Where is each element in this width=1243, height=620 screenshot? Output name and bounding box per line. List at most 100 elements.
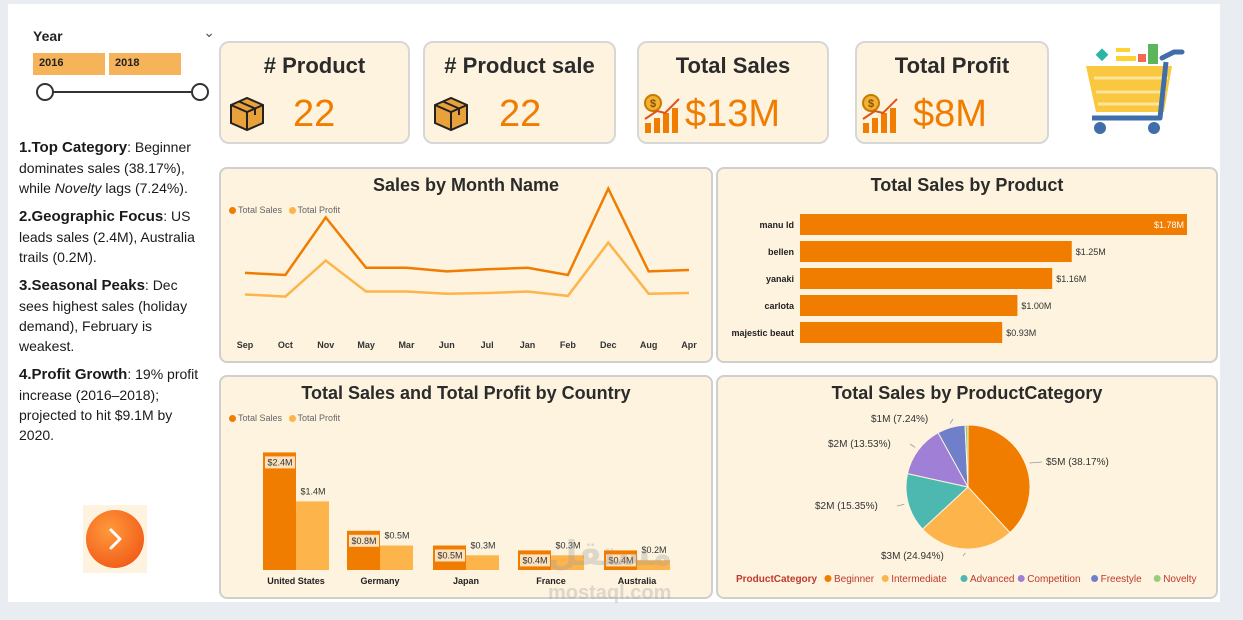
label-bg	[298, 485, 328, 498]
chart-title: Total Sales by Product	[870, 175, 1064, 195]
y-tick-label: bellen	[768, 247, 794, 257]
x-tick-label: Germany	[360, 576, 399, 586]
year-slicer[interactable]: Year ⌄ 2016 2018	[25, 20, 215, 110]
x-tick-label: Oct	[278, 340, 293, 350]
growth-coin-icon: $	[644, 94, 680, 133]
slicer-end-input[interactable]: 2018	[109, 53, 181, 75]
legend-label: Advanced	[970, 574, 1014, 585]
legend-label: Total Profit	[297, 205, 341, 215]
data-label: $2M (15.35%)	[815, 501, 878, 512]
bar	[800, 268, 1053, 289]
pie-slice-advanced	[905, 473, 970, 530]
data-label-total-sales: $0.5M	[437, 551, 462, 561]
bar-total-profit	[296, 501, 329, 570]
legend-swatch	[229, 415, 236, 423]
legend-label: Beginner	[834, 574, 875, 585]
chart-title: Total Sales and Total Profit by Country	[301, 383, 631, 403]
data-label-total-profit: $0.5M	[384, 531, 409, 541]
leader-line	[909, 443, 916, 448]
insight-4: 4.Profit Growth: 19% profit increase (20…	[19, 364, 211, 445]
data-label-total-profit: $0.3M	[555, 540, 580, 550]
bar-total-profit	[380, 545, 413, 570]
slicer-start-input[interactable]: 2016	[33, 53, 105, 75]
insights-panel: 1.Top Category: Beginner dominates sales…	[19, 137, 211, 453]
legend-swatch	[288, 207, 296, 215]
panel-sales-by-product: Total Sales by Product manu ld $1.78M bell…	[716, 167, 1218, 363]
pie-slice-novelty	[964, 424, 969, 488]
legend-title: ProductCategory	[736, 574, 818, 585]
pie-chart: $5M (38.17%) $3M (24.94%) $2M (15.35%) $2M …	[736, 414, 1197, 585]
box-icon	[230, 96, 264, 132]
watermark-latin: mostaql.com	[548, 582, 672, 604]
legend-label: Competition	[1027, 574, 1080, 585]
x-tick-label: Sep	[237, 340, 254, 350]
chevron-down-icon[interactable]: ⌄	[203, 24, 215, 40]
data-label-total-profit: $0.3M	[470, 540, 495, 550]
x-tick-label: Japan	[453, 576, 479, 586]
x-tick-label: Dec	[600, 340, 617, 350]
kpi-card-product-sale: # Product sale 22	[423, 41, 616, 144]
legend-swatch	[229, 207, 236, 215]
bar	[800, 214, 1187, 235]
watermark-arabic: مستقل	[548, 535, 673, 573]
next-page-button[interactable]	[83, 505, 147, 573]
data-label: $5M (38.17%)	[1046, 457, 1109, 468]
insight-3-body: : Dec sees highest sales (holiday demand…	[19, 277, 188, 354]
line-series-total-profit	[244, 240, 690, 298]
leader-line	[949, 418, 954, 424]
svg-text:$: $	[868, 98, 874, 110]
y-tick-label: majestic beaut	[731, 328, 794, 338]
kpi-label: Total Profit	[894, 53, 1010, 78]
kpi-card-total-sales: Total Sales $ $13M	[637, 41, 829, 144]
bar	[800, 241, 1072, 262]
data-label: $3M (24.94%)	[881, 551, 944, 562]
x-tick-label: United States	[267, 576, 325, 586]
insight-1-head: 1.Top Category	[19, 139, 128, 156]
leader-line	[962, 552, 966, 557]
label-bg	[606, 554, 636, 567]
chart-title: Sales by Month Name	[372, 175, 560, 195]
x-tick-label: Jul	[481, 340, 494, 350]
slicer-track[interactable]	[45, 91, 203, 93]
data-label-total-sales: $0.4M	[522, 555, 547, 565]
bar	[800, 295, 1018, 316]
kpi-value: 22	[293, 93, 336, 135]
bar-total-sales	[263, 452, 296, 570]
insight-2-body: : US leads sales (2.4M), Australia trail…	[19, 208, 195, 265]
slicer-start-handle[interactable]	[36, 83, 54, 101]
x-tick-label: Jun	[439, 340, 455, 350]
panel-sales-by-country: Total Sales and Total Profit by Country …	[219, 375, 713, 599]
legend-label: Total Profit	[297, 413, 341, 423]
panel-sales-by-category: Total Sales by ProductCategory $5M (38.1…	[716, 375, 1218, 599]
legend-swatch	[824, 575, 832, 582]
insight-1-body-a: : Beginner dominates sales (38.17%), whi…	[19, 139, 191, 196]
data-label-total-profit: $1.4M	[300, 486, 325, 496]
leader-line	[896, 503, 905, 507]
shopping-cart-icon	[1086, 44, 1185, 134]
data-label-total-sales: $0.4M	[608, 555, 633, 565]
legend-swatch	[1153, 575, 1161, 582]
legend-swatch	[881, 575, 889, 582]
x-tick-label: May	[357, 340, 375, 350]
legend-label: Total Sales	[238, 413, 283, 423]
legend-swatch	[1017, 575, 1025, 582]
chart-title: Total Sales by ProductCategory	[831, 383, 1103, 403]
insight-3: 3.Seasonal Peaks: Dec sees highest sales…	[19, 275, 211, 356]
data-label: $1.78M	[1154, 220, 1184, 230]
data-label: $2M (13.53%)	[828, 439, 891, 450]
x-tick-label: Jan	[520, 340, 536, 350]
leader-line	[1029, 461, 1043, 464]
y-tick-label: manu ld	[759, 220, 794, 230]
legend-label: Novelty	[1163, 574, 1196, 585]
legend-swatch	[1091, 575, 1099, 582]
legend-label: Total Sales	[238, 205, 283, 215]
chart-legend: Total Sales Total Profit	[229, 205, 340, 215]
y-tick-label: yanaki	[766, 274, 794, 284]
x-tick-label: Nov	[317, 340, 334, 350]
insight-4-body: : 19% profit increase (2016–2018); proje…	[19, 366, 199, 443]
slicer-end-handle[interactable]	[191, 83, 209, 101]
label-bg	[520, 554, 550, 567]
data-label-total-profit: $0.2M	[641, 545, 666, 555]
arrow-right-icon	[86, 510, 144, 568]
panel-sales-by-month: Sales by Month Name Total Sales Total Pr…	[219, 167, 713, 363]
